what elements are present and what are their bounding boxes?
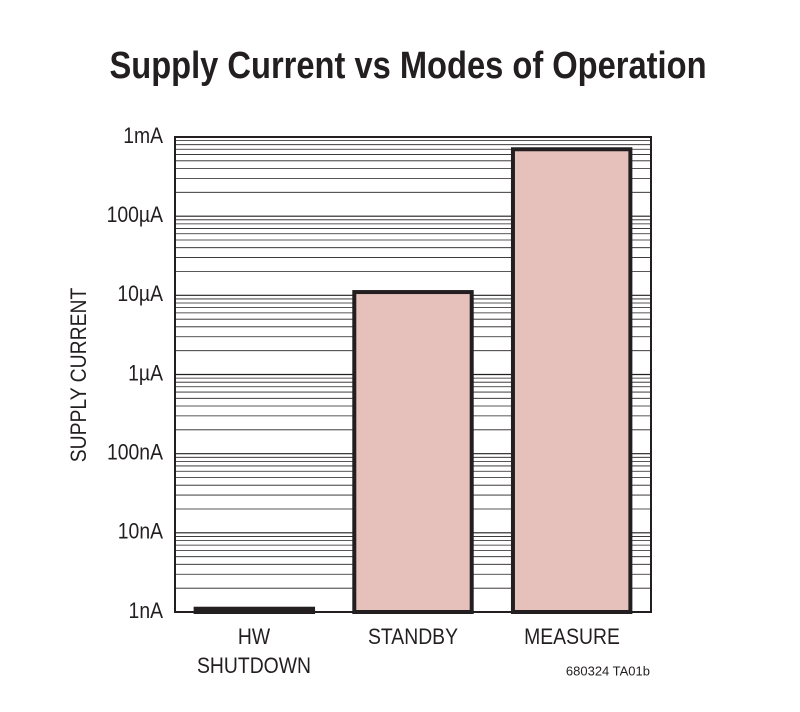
x-tick-label: STANDBY bbox=[367, 624, 459, 649]
y-tick-label: 10µA bbox=[117, 282, 163, 306]
bar bbox=[193, 606, 316, 615]
y-tick-label: 1nA bbox=[129, 599, 164, 623]
y-axis-label: SUPPLY CURRENT bbox=[67, 287, 91, 462]
bar bbox=[352, 290, 474, 614]
y-tick-label: 1µA bbox=[128, 361, 163, 385]
y-tick-label: 10nA bbox=[118, 520, 163, 544]
figure-note: 680324 TA01b bbox=[566, 663, 650, 678]
y-tick-label: 100µA bbox=[107, 203, 164, 227]
y-tick-label: 1mA bbox=[123, 124, 163, 148]
bar bbox=[510, 147, 633, 615]
x-tick-label: HW SHUTDOWN bbox=[197, 624, 312, 678]
x-tick-label: MEASURE bbox=[523, 624, 620, 649]
chart-title: Supply Current vs Modes of Operation bbox=[109, 44, 706, 87]
y-tick-label: 100nA bbox=[107, 440, 163, 464]
